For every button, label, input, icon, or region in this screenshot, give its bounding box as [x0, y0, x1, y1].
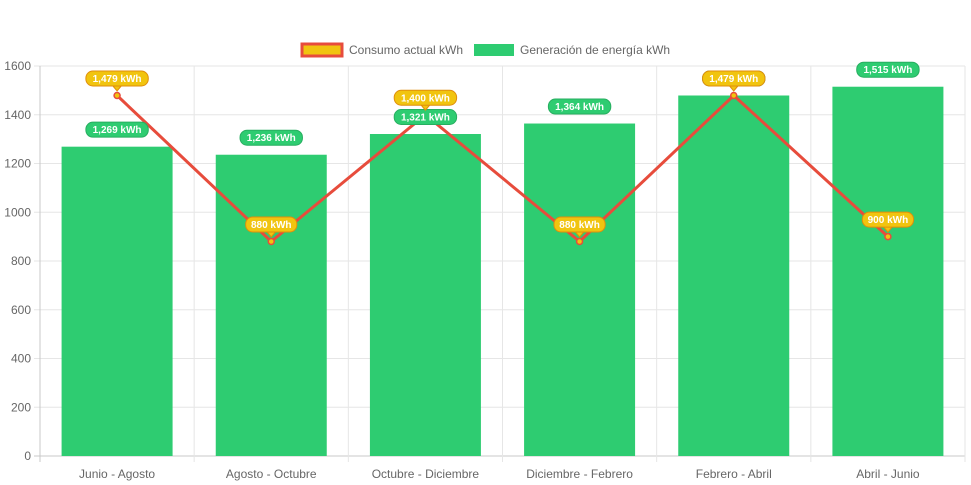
x-tick-label: Febrero - Abril — [696, 467, 772, 481]
y-tick-label: 400 — [11, 352, 31, 366]
data-label-box — [856, 61, 920, 78]
y-tick-label: 1200 — [4, 157, 31, 171]
x-tick-label: Abril - Junio — [856, 467, 920, 481]
data-label-text: 1,364 kWh — [555, 102, 604, 113]
data-label-box — [85, 121, 149, 138]
legend-item-consumo[interactable]: Consumo actual kWh — [300, 42, 463, 58]
data-label-text: 880 kWh — [559, 220, 600, 231]
line-point[interactable] — [267, 237, 275, 246]
data-label-box — [245, 216, 298, 233]
grid-lines — [34, 65, 966, 462]
line-point[interactable] — [884, 232, 892, 241]
y-tick-label: 1600 — [4, 59, 31, 73]
bar[interactable] — [61, 146, 173, 456]
data-label-box — [393, 89, 458, 106]
y-tick-label: 200 — [11, 400, 31, 414]
consumption-line — [116, 93, 889, 243]
data-label: 1,479 kWh — [702, 70, 766, 92]
data-label-text: 1,515 kWh — [863, 65, 912, 76]
legend-swatch-generacion — [474, 44, 514, 56]
legend-label-generacion: Generación de energía kWh — [520, 43, 670, 57]
x-tick-label: Agosto - Octubre — [226, 467, 317, 481]
axes: 0 200 400 600 800 1000 1200 1400 1600 Junio - Ago… — [4, 59, 920, 481]
legend-swatch-consumo — [300, 42, 344, 58]
line-point[interactable] — [730, 91, 738, 100]
data-label: 1,269 kWh — [85, 121, 149, 138]
data-label: 1,515 kWh — [856, 61, 920, 78]
data-label: 1,364 kWh — [547, 98, 612, 115]
bar[interactable] — [524, 123, 636, 457]
legend[interactable]: Consumo actual kWh Generación de energía … — [300, 42, 670, 58]
data-label-box — [553, 216, 606, 233]
data-label-text: 900 kWh — [868, 215, 909, 226]
y-tick-label: 800 — [11, 254, 31, 268]
data-label-text: 1,236 kWh — [247, 133, 296, 144]
legend-label-consumo: Consumo actual kWh — [349, 43, 463, 57]
data-label-box — [85, 70, 149, 87]
data-label-text: 1,479 kWh — [93, 74, 142, 85]
data-label: 900 kWh — [861, 211, 915, 233]
data-label: 1,236 kWh — [239, 129, 303, 146]
y-tick-label: 600 — [11, 303, 31, 317]
y-tick-label: 1400 — [4, 108, 31, 122]
data-label-box — [702, 70, 766, 87]
data-label: 1,479 kWh — [85, 70, 149, 92]
x-tick-label: Diciembre - Febrero — [526, 467, 633, 481]
line-point[interactable] — [575, 237, 584, 246]
data-label-text: 1,321 kWh — [401, 113, 450, 124]
data-label: 1,321 kWh — [393, 109, 458, 126]
data-label-box — [861, 211, 915, 228]
bar[interactable] — [832, 86, 944, 456]
y-tick-label: 0 — [24, 449, 31, 463]
data-label-box — [239, 129, 303, 146]
data-label-text: 880 kWh — [251, 220, 292, 231]
bar[interactable] — [215, 154, 327, 456]
y-tick-label: 1000 — [4, 205, 31, 219]
data-label-text: 1,400 kWh — [401, 93, 450, 104]
bar[interactable] — [369, 134, 481, 456]
line-point[interactable] — [113, 91, 121, 100]
bar[interactable] — [678, 95, 790, 457]
x-tick-label: Junio - Agosto — [79, 467, 155, 481]
data-label-box — [547, 98, 612, 115]
data-label-text: 1,269 kWh — [93, 125, 142, 136]
data-label: 1,400 kWh — [393, 89, 458, 112]
bar-series — [61, 86, 944, 457]
data-label: 880 kWh — [553, 216, 606, 238]
legend-item-generacion[interactable]: Generación de energía kWh — [474, 43, 670, 57]
data-label-text: 1,479 kWh — [709, 74, 758, 85]
data-labels: 1,269 kWh 1,236 kWh 1,321 kWh 1,364 kWh 1,47… — [85, 61, 920, 238]
x-tick-label: Octubre - Diciembre — [372, 467, 480, 481]
data-label: 880 kWh — [245, 216, 298, 238]
